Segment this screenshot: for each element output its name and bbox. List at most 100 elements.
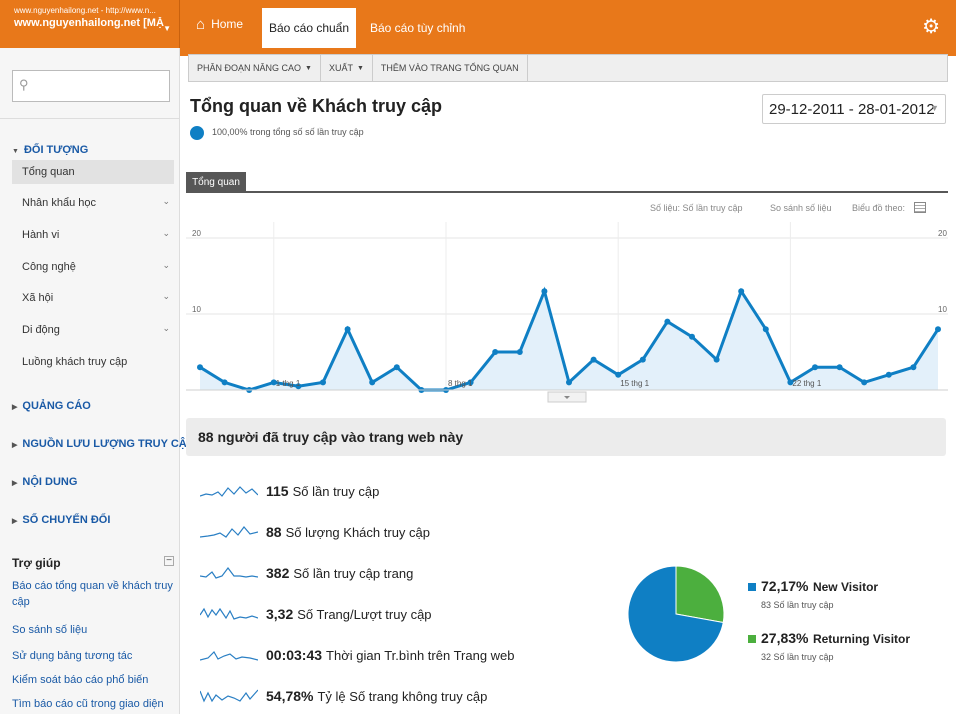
sparkline-icon xyxy=(200,526,258,538)
sidebar-section-audience[interactable]: ▼ ĐỐI TƯỢNG xyxy=(12,144,88,156)
data-point[interactable] xyxy=(393,364,400,371)
section-label: NGUỒN LƯU LƯỢNG TRUY CẬP xyxy=(22,438,195,450)
tab-overview[interactable]: Tổng quan xyxy=(186,172,246,192)
account-name: www.nguyenhailong.net [MẶ... xyxy=(14,17,164,29)
collapsed-triangle-icon: ▶ xyxy=(12,480,18,487)
sidebar-section-advertising[interactable]: ▶ QUẢNG CÁO xyxy=(12,400,91,412)
data-point[interactable] xyxy=(885,371,892,378)
help-link[interactable]: Báo cáo tổng quan về khách truy cập xyxy=(12,580,173,608)
data-point[interactable] xyxy=(910,364,917,371)
help-link[interactable]: Kiểm soát báo cáo phổ biến xyxy=(12,674,149,686)
sidebar-section-content[interactable]: ▶ NỘI DUNG xyxy=(12,476,77,488)
help-link[interactable]: So sánh số liệu xyxy=(12,624,88,636)
data-point[interactable] xyxy=(787,379,794,386)
metric-value: 00:03:43 xyxy=(266,647,323,663)
sparkline-icon xyxy=(200,689,258,703)
data-point[interactable] xyxy=(861,379,868,386)
chart-type-icon[interactable] xyxy=(914,202,926,213)
data-point[interactable] xyxy=(369,379,376,386)
sidebar-item-demographics[interactable]: Nhân khẩu học ⌄ xyxy=(12,191,174,215)
data-point[interactable] xyxy=(516,349,523,355)
section-label: SỐ CHUYỂN ĐỔI xyxy=(22,514,111,526)
data-point[interactable] xyxy=(836,364,843,371)
data-point[interactable] xyxy=(935,326,941,333)
sidebar-section-traffic-sources[interactable]: ▶ NGUỒN LƯU LƯỢNG TRUY CẬP xyxy=(12,438,194,450)
date-range-selector[interactable]: 29-12-2011 - 28-01-2012 ▼ xyxy=(762,94,946,124)
compare-metric-link[interactable]: So sánh số liệu xyxy=(770,203,832,213)
metric-value: 88 xyxy=(266,524,282,540)
collapsed-triangle-icon: ▶ xyxy=(12,442,18,449)
search-icon: ⚲ xyxy=(19,77,29,92)
item-label: Di động xyxy=(22,324,60,336)
data-point[interactable] xyxy=(197,364,203,371)
metric-selector[interactable]: Số liệu: Số lần truy cập xyxy=(650,203,743,213)
data-point[interactable] xyxy=(689,333,695,340)
metric-row[interactable]: 54,78% Tỷ lệ Số trang không truy cập xyxy=(200,685,487,707)
data-point[interactable] xyxy=(492,349,499,355)
data-point[interactable] xyxy=(762,326,769,333)
data-point[interactable] xyxy=(344,326,351,333)
data-point[interactable] xyxy=(738,288,745,295)
visitor-type-pie xyxy=(627,565,725,663)
data-point[interactable] xyxy=(295,383,302,390)
button-label: PHÂN ĐOẠN NÂNG CAO xyxy=(197,63,302,73)
home-tab[interactable]: ⌂ Home xyxy=(190,0,260,48)
metric-row[interactable]: 382 Số lần truy cập trang xyxy=(200,562,413,584)
metric-row[interactable]: 88 Số lượng Khách truy cập xyxy=(200,521,430,543)
metric-label: Thời gian Tr.bình trên Trang web xyxy=(326,647,515,663)
report-toolbar: PHÂN ĐOẠN NÂNG CAO ▼ XUẤT ▼ THÊM VÀO TRANG… xyxy=(188,54,948,82)
data-point[interactable] xyxy=(590,356,597,363)
gear-icon[interactable]: ⚙ xyxy=(922,16,940,38)
sidebar-item-visitor-flow[interactable]: Luồng khách truy cập xyxy=(12,350,174,374)
collapse-icon[interactable]: − xyxy=(164,556,174,566)
tab-standard-reports[interactable]: Báo cáo chuẩn xyxy=(262,8,356,48)
sidebar-item-social[interactable]: Xã hội ⌄ xyxy=(12,286,174,310)
add-to-dashboard-button[interactable]: THÊM VÀO TRANG TỔNG QUAN xyxy=(373,55,528,81)
help-header: Trợ giúp − xyxy=(12,556,174,570)
help-link[interactable]: Sử dụng bảng tương tác xyxy=(12,650,133,662)
help-link[interactable]: Tìm báo cáo cũ trong giao diện mới xyxy=(12,698,164,710)
sidebar: ⚲ ▼ ĐỐI TƯỢNG Tổng quan Nhân khẩu học ⌄ Hà… xyxy=(0,48,194,714)
data-point[interactable] xyxy=(320,379,326,386)
page-title: Tổng quan về Khách truy cập xyxy=(190,96,443,116)
data-point[interactable] xyxy=(664,318,671,325)
advanced-segments-button[interactable]: PHÂN ĐOẠN NÂNG CAO ▼ xyxy=(189,55,321,81)
data-point[interactable] xyxy=(615,371,622,378)
data-point[interactable] xyxy=(467,379,474,386)
metric-value: 115 xyxy=(266,483,289,499)
sidebar-item-mobile[interactable]: Di động ⌄ xyxy=(12,318,174,342)
metric-row[interactable]: 00:03:43 Thời gian Tr.bình trên Trang web xyxy=(200,644,515,666)
item-label: Công nghệ xyxy=(22,261,76,273)
sparkline-icon xyxy=(200,567,258,579)
metric-row[interactable]: 115 Số lần truy cập xyxy=(200,480,379,502)
data-point[interactable] xyxy=(812,364,818,371)
data-point[interactable] xyxy=(713,356,720,363)
x-tick-label: 8 thg 1 xyxy=(448,379,473,388)
x-tick-label: 22 thg 1 xyxy=(792,379,821,388)
pie-slice-new-visitor[interactable] xyxy=(627,565,724,663)
chevron-down-icon: ⌄ xyxy=(162,291,170,301)
metric-row[interactable]: 3,32 Số Trang/Lượt truy cập xyxy=(200,603,432,625)
chevron-down-icon: ▼ xyxy=(305,64,312,72)
export-button[interactable]: XUẤT ▼ xyxy=(321,55,373,81)
x-tick-label: 1 thg 1 xyxy=(276,379,301,388)
metric-value: 54,78% xyxy=(266,688,314,704)
home-icon: ⌂ xyxy=(196,15,206,33)
data-point[interactable] xyxy=(221,379,228,386)
data-point[interactable] xyxy=(566,379,572,386)
sidebar-item-overview[interactable]: Tổng quan xyxy=(12,160,174,184)
sidebar-section-conversions[interactable]: ▶ SỐ CHUYỂN ĐỔI xyxy=(12,514,110,526)
data-point[interactable] xyxy=(639,356,646,363)
metric-label: Số Trang/Lượt truy cập xyxy=(297,606,432,622)
data-point[interactable] xyxy=(541,288,548,295)
pie-slice-returning-visitor[interactable] xyxy=(675,565,725,624)
account-selector[interactable]: www.nguyenhailong.net - http://www.n... … xyxy=(0,0,180,48)
data-point[interactable] xyxy=(270,379,277,386)
search-input[interactable]: ⚲ xyxy=(12,70,170,102)
sidebar-item-technology[interactable]: Công nghệ ⌄ xyxy=(12,255,174,279)
chevron-down-icon: ▼ xyxy=(163,24,171,33)
sidebar-item-behavior[interactable]: Hành vi ⌄ xyxy=(12,223,174,247)
item-label: Xã hội xyxy=(22,292,54,304)
chart-resize-handle[interactable] xyxy=(547,391,587,403)
tab-custom-reports[interactable]: Báo cáo tùy chỉnh xyxy=(370,21,466,35)
